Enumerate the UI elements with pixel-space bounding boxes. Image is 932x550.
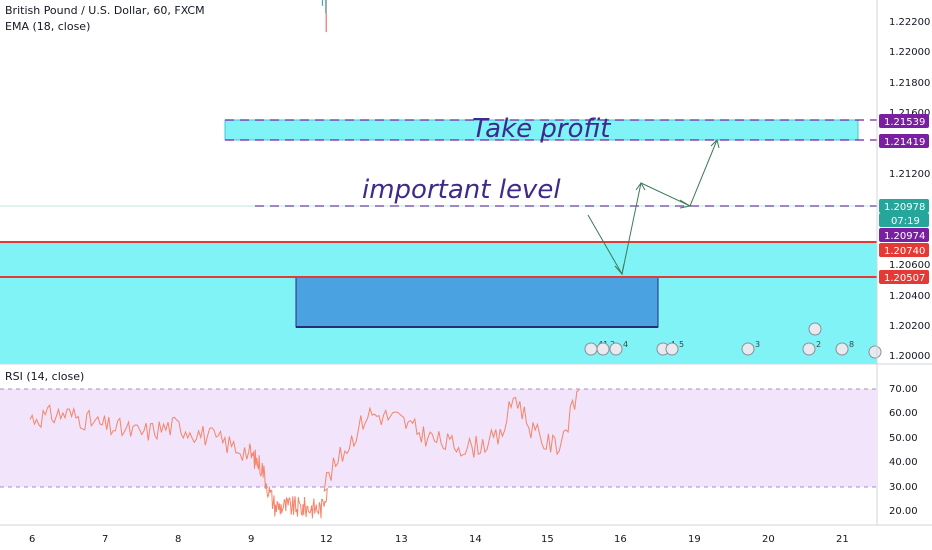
rsi-legend[interactable]: RSI (14, close) (5, 370, 85, 383)
price-tick: 1.20200 (889, 321, 930, 332)
economic-event-icon[interactable] (596, 342, 610, 356)
badge-countdown-text: 07:19 (891, 216, 920, 227)
price-tick: 1.21800 (889, 78, 930, 89)
time-tick: 20 (762, 534, 775, 545)
time-tick: 12 (320, 534, 333, 545)
time-tick: 16 (614, 534, 627, 545)
price-tick: 1.20000 (889, 351, 930, 362)
rsi-axis[interactable]: 70.00 60.00 50.00 40.00 30.00 20.00 (889, 384, 918, 517)
rsi-tick: 30.00 (889, 482, 918, 493)
time-tick: 19 (688, 534, 701, 545)
time-tick: 14 (469, 534, 482, 545)
economic-event-icon[interactable] (741, 342, 755, 356)
rsi-tick: 70.00 (889, 384, 918, 395)
time-tick: 9 (248, 534, 254, 545)
rsi-line (29, 389, 580, 519)
symbol-title[interactable]: British Pound / U.S. Dollar, 60, FXCM (5, 4, 205, 17)
price-tick: 1.21200 (889, 169, 930, 180)
price-axis[interactable]: 1.22200 1.22000 1.21800 1.21600 1.21200 … (889, 17, 930, 362)
badge-take-profit-lower (879, 134, 929, 148)
badge-support-lower (879, 270, 929, 284)
badge-support-upper-text: 1.20740 (884, 246, 925, 257)
price-tick: 1.20400 (889, 291, 930, 302)
economic-event-icon[interactable] (665, 342, 679, 356)
badge-current-price-text: 1.20978 (884, 202, 925, 213)
price-tick: 1.20600 (889, 260, 930, 271)
rsi-tick: 60.00 (889, 408, 918, 419)
economic-event-count: 8 (849, 340, 854, 349)
economic-event-count: 2 (816, 340, 821, 349)
badge-take-profit-lower-text: 1.21419 (884, 137, 925, 148)
badge-support-upper (879, 243, 929, 257)
badge-current-price (879, 199, 929, 213)
price-tick: 1.22000 (889, 47, 930, 58)
rsi-tick: 50.00 (889, 433, 918, 444)
price-tick: 1.21600 (889, 108, 930, 119)
badge-countdown (879, 213, 929, 227)
time-axis[interactable]: 6 7 8 9 12 13 14 15 16 19 20 21 (29, 534, 849, 545)
rsi-band (0, 389, 877, 487)
important-level-label: important level (362, 175, 561, 205)
take-profit-label: Take profit (472, 114, 611, 144)
time-tick: 15 (541, 534, 554, 545)
time-tick: 6 (29, 534, 35, 545)
price-badges: 1.21539 1.21419 1.20978 07:19 1.20974 1.… (879, 114, 929, 284)
economic-event-count: 4 (623, 340, 628, 349)
event-markers[interactable]: 412445328 (584, 322, 882, 359)
economic-event-icon[interactable] (808, 322, 822, 336)
entry-box (295, 276, 659, 328)
badge-ema (879, 228, 929, 242)
time-tick: 8 (175, 534, 181, 545)
time-tick: 21 (836, 534, 849, 545)
projection-arrows (587, 139, 720, 276)
economic-event-icon[interactable] (584, 342, 598, 356)
economic-event-icon[interactable] (868, 345, 882, 359)
ema-legend[interactable]: EMA (18, close) (5, 20, 91, 33)
economic-event-icon[interactable] (835, 342, 849, 356)
badge-ema-text: 1.20974 (884, 231, 925, 242)
rsi-tick: 20.00 (889, 506, 918, 517)
badge-take-profit-upper (879, 114, 929, 128)
economic-event-count: 3 (755, 340, 760, 349)
rsi-tick: 40.00 (889, 457, 918, 468)
economic-event-count: 5 (679, 340, 684, 349)
time-tick: 13 (395, 534, 408, 545)
badge-take-profit-upper-text: 1.21539 (884, 117, 925, 128)
price-tick: 1.22200 (889, 17, 930, 28)
economic-event-icon[interactable] (609, 342, 623, 356)
economic-event-icon[interactable] (802, 342, 816, 356)
badge-support-lower-text: 1.20507 (884, 273, 925, 284)
time-tick: 7 (102, 534, 108, 545)
